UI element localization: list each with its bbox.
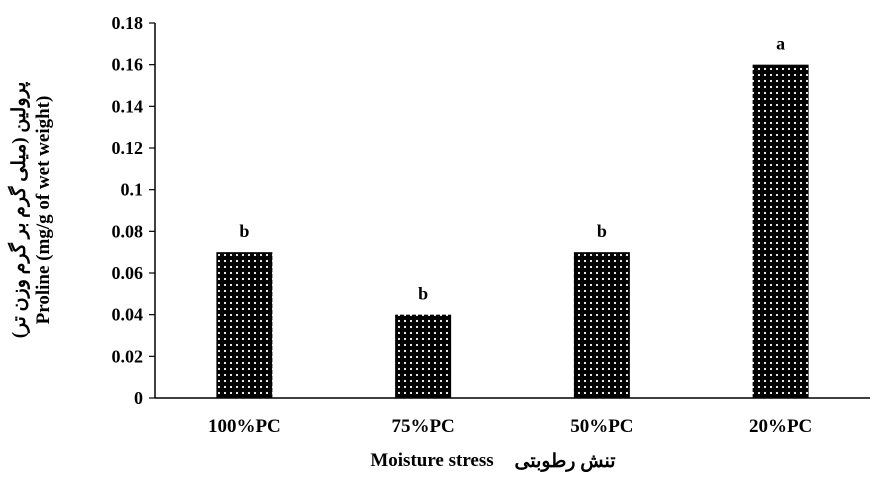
y-tick-label: 0.16 <box>112 55 144 75</box>
x-category-label: 75%PC <box>391 416 454 437</box>
significance-labels: b b b a <box>239 34 785 304</box>
x-category-label: 20%PC <box>749 416 812 437</box>
y-tick-label: 0 <box>134 388 143 408</box>
x-axis: 100%PC 75%PC 50%PC 20%PC <box>155 397 870 437</box>
x-axis-title-fa: تنش رطوبتی <box>515 451 616 472</box>
y-tick-label: 0.14 <box>112 96 144 116</box>
significance-letter: a <box>776 34 785 54</box>
y-tick-label: 0.06 <box>112 263 144 283</box>
significance-letter: b <box>597 221 607 241</box>
x-categories: 100%PC 75%PC 50%PC 20%PC <box>208 416 812 437</box>
y-axis-title-fa: پرولین (میلی گرم بر گرم وزن تر) <box>7 82 30 339</box>
y-ticks: 0 0.02 0.04 0.06 0.08 0.1 0.12 0.14 0.16 0.18 <box>112 13 155 408</box>
bar-20pctpc <box>752 64 809 399</box>
y-tick-label: 0.02 <box>112 346 144 366</box>
bar-75pctpc <box>395 314 452 398</box>
x-axis-title-en: Moisture stress <box>370 450 493 471</box>
y-tick-label: 0.04 <box>112 305 144 325</box>
y-axis-title-en: Proline (mg/g of wet weight) <box>33 96 54 325</box>
y-tick-label: 0.1 <box>121 180 144 200</box>
bar-100pctpc <box>216 252 273 398</box>
bar-50pctpc <box>573 252 630 398</box>
x-category-label: 100%PC <box>208 416 281 437</box>
significance-letter: b <box>239 221 249 241</box>
y-tick-label: 0.12 <box>112 138 144 158</box>
bars <box>216 64 809 399</box>
significance-letter: b <box>418 284 428 304</box>
y-tick-label: 0.08 <box>112 221 144 241</box>
y-tick-label: 0.18 <box>112 13 144 33</box>
x-category-label: 50%PC <box>570 416 633 437</box>
y-axis: 0 0.02 0.04 0.06 0.08 0.1 0.12 0.14 0.16 0.18 <box>112 13 156 408</box>
